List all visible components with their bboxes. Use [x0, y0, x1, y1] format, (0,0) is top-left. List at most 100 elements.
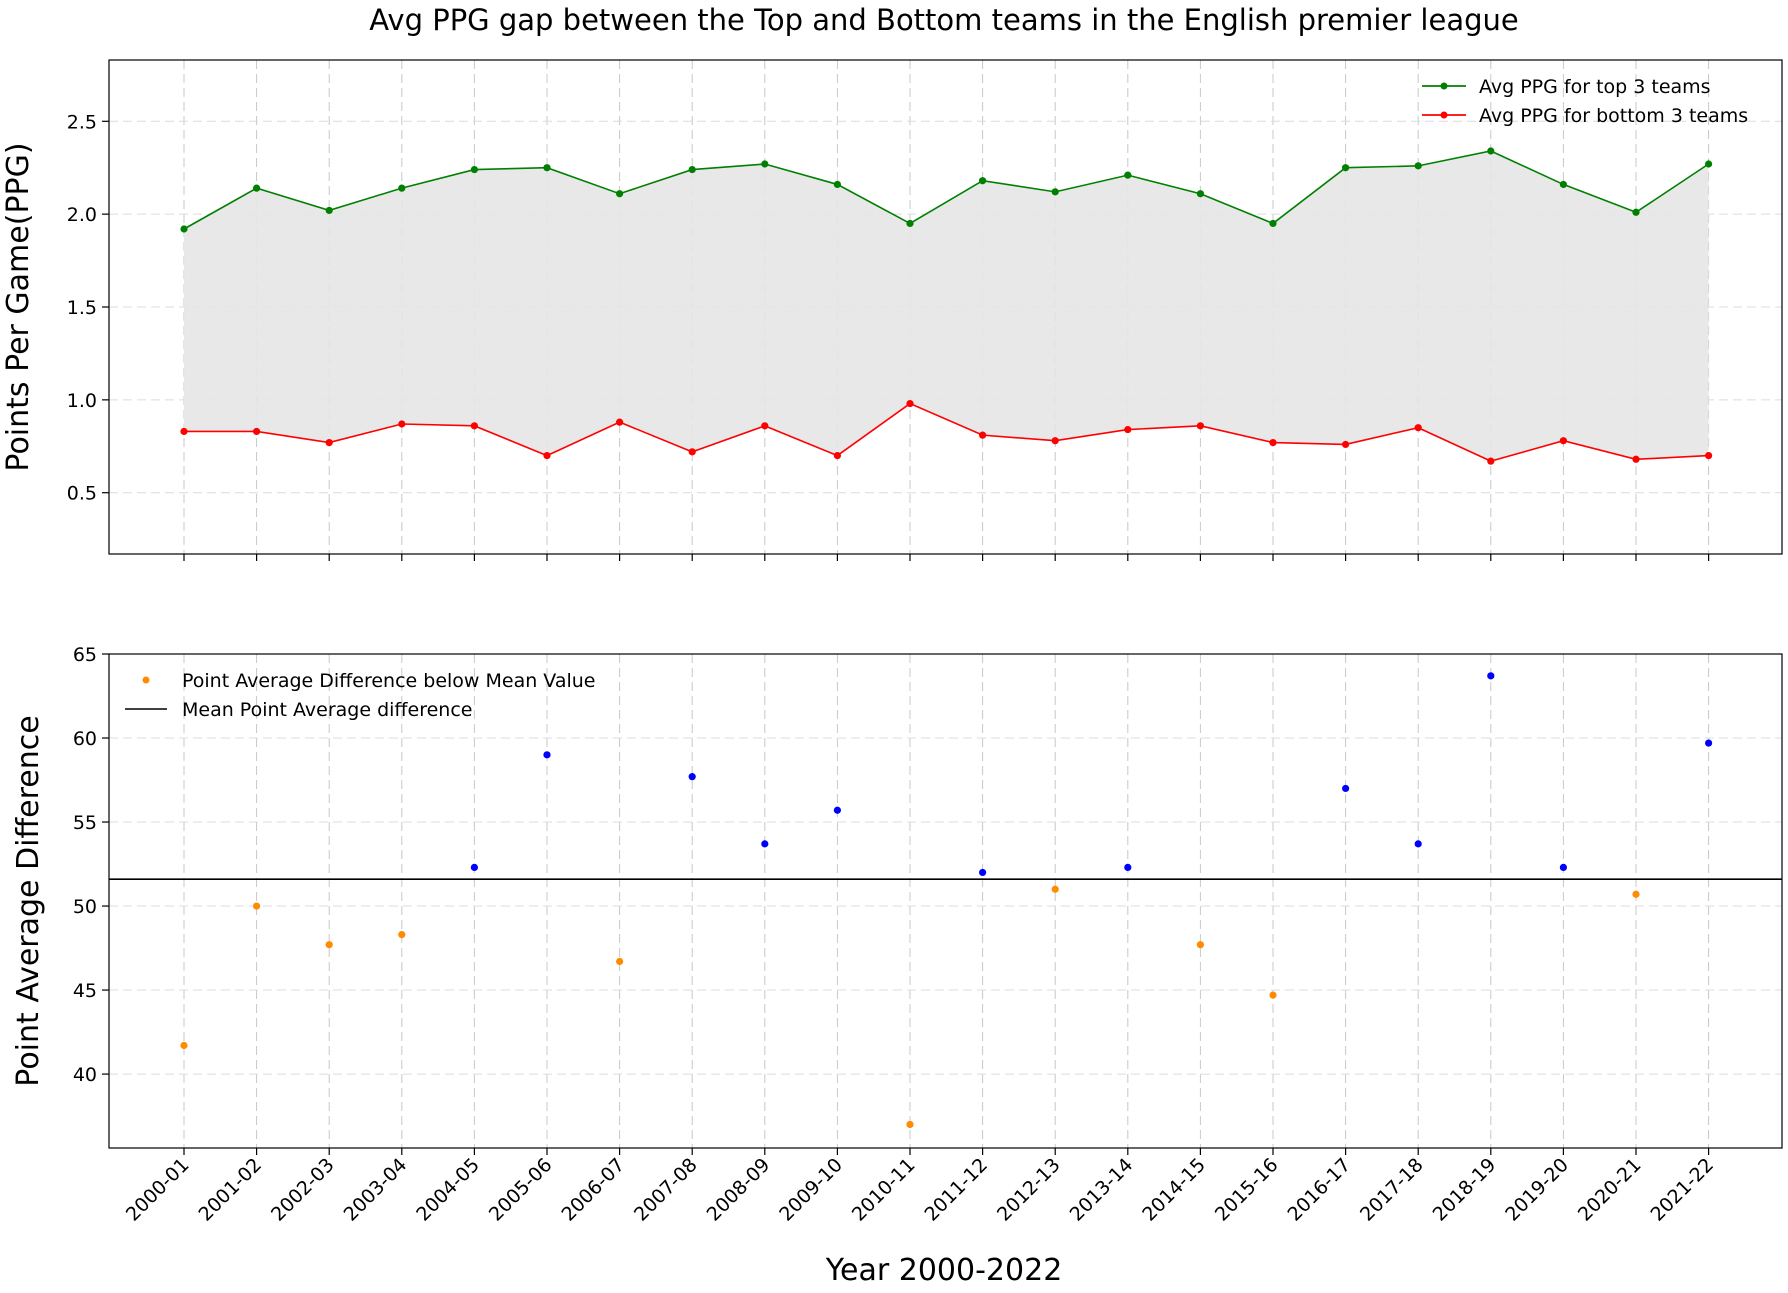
top3-point — [833, 180, 842, 189]
top3-point — [616, 190, 624, 198]
top3-point — [470, 165, 478, 174]
legend-label-mean: Mean Point Average difference — [182, 699, 472, 721]
above-mean-point — [1705, 739, 1713, 747]
below-mean-point — [1196, 941, 1204, 949]
top3-point — [1559, 180, 1567, 189]
y-tick-label: 0.5 — [67, 483, 97, 505]
x-tick-label: 2017-18 — [1356, 1154, 1428, 1226]
below-mean-point — [325, 941, 333, 949]
y-tick-label: 45 — [73, 980, 97, 1002]
gap-area — [184, 151, 1709, 462]
x-tick-label: 2020-21 — [1574, 1154, 1646, 1226]
above-mean-point — [1559, 863, 1567, 871]
below-mean-point — [1632, 890, 1640, 898]
top3-point — [1414, 162, 1422, 170]
above-mean-point — [833, 806, 842, 814]
y-tick-label: 55 — [73, 812, 97, 834]
x-tick-label: 2015-16 — [1211, 1154, 1283, 1226]
top3-point — [398, 184, 406, 192]
bottom3-point — [906, 399, 914, 408]
below-mean-point — [398, 931, 406, 939]
top3-point — [1632, 208, 1640, 216]
bottom3-point — [398, 420, 406, 428]
legend-label-below-mean: Point Average Difference below Mean Valu… — [182, 670, 595, 692]
x-tick-label: 2009-10 — [775, 1154, 847, 1226]
ppg-line-panel: 0.5 1.0 1.5 2.0 2.5 Points Per Game(PPG) Avg… — [1, 59, 1783, 561]
above-mean-point — [979, 868, 987, 877]
bottom3-point — [616, 418, 624, 426]
bottom3-point — [1051, 437, 1059, 445]
top3-point — [1124, 171, 1132, 179]
above-mean-point — [1342, 784, 1350, 793]
ppg-points — [180, 147, 1713, 465]
x-tick-label: 2011-12 — [920, 1154, 992, 1226]
x-axis-label: Year 2000-2022 — [825, 1253, 1063, 1288]
top-y-axis-label: Points Per Game(PPG) — [1, 142, 36, 471]
top3-point — [1196, 190, 1204, 198]
x-tick-label: 2019-20 — [1501, 1154, 1573, 1226]
bottom3-point — [1487, 457, 1495, 465]
y-tick-label: 50 — [73, 896, 97, 918]
bottom3-point — [1559, 437, 1567, 445]
below-mean-point — [1051, 885, 1059, 893]
above-mean-point — [543, 751, 551, 759]
y-tick-label: 60 — [73, 728, 97, 750]
bottom3-point — [1705, 451, 1713, 460]
legend-marker-below-mean — [142, 676, 150, 684]
bottom-x-ticks: 2000-01 2001-02 2002-03 2003-04 2004-05 2005-… — [122, 1148, 1718, 1226]
bottom3-point — [979, 431, 987, 439]
x-tick-label: 2013-14 — [1066, 1154, 1138, 1226]
below-mean-point — [253, 902, 261, 910]
x-tick-label: 2018-19 — [1429, 1154, 1501, 1226]
bottom3-point — [833, 451, 842, 460]
legend-marker-top3 — [1440, 82, 1448, 90]
above-mean-point — [1414, 840, 1422, 848]
y-tick-label: 1.5 — [67, 297, 97, 319]
x-tick-label: 2003-04 — [340, 1154, 412, 1226]
x-tick-label: 2012-13 — [993, 1154, 1065, 1226]
bottom-y-axis-label: Point Average Difference — [11, 715, 46, 1086]
x-tick-label: 2010-11 — [848, 1154, 920, 1226]
y-tick-label: 1.0 — [67, 390, 97, 412]
legend-marker-bottom3 — [1440, 111, 1448, 119]
ppg-lines — [183, 150, 1710, 462]
below-mean-point — [906, 1120, 914, 1129]
top3-point — [1269, 219, 1277, 228]
x-tick-label: 2016-17 — [1283, 1154, 1355, 1226]
above-mean-point — [761, 840, 769, 848]
bottom3-point — [470, 422, 478, 430]
top3-point — [253, 184, 261, 192]
above-mean-point — [470, 863, 478, 871]
legend-label-top3: Avg PPG for top 3 teams — [1479, 76, 1711, 98]
difference-points — [180, 672, 1713, 1129]
x-tick-label: 2021-22 — [1646, 1154, 1718, 1226]
top-y-ticks: 0.5 1.0 1.5 2.0 2.5 — [67, 111, 109, 505]
bottom3-point — [1124, 425, 1132, 434]
top-plot-frame — [108, 59, 1783, 555]
top3-point — [688, 165, 696, 174]
bottom-plot-frame — [108, 653, 1783, 1149]
above-mean-point — [1124, 863, 1132, 871]
y-tick-label: 40 — [73, 1064, 97, 1086]
top3-point — [906, 219, 914, 228]
bottom3-point — [1342, 440, 1350, 449]
difference-scatter-panel: 40 45 50 55 60 65 2000-01 2001-02 2002-03 2003-0… — [11, 644, 1783, 1226]
top-x-ticks — [183, 554, 1710, 561]
top3-point — [761, 160, 769, 168]
chart-title: Avg PPG gap between the Top and Bottom t… — [369, 3, 1518, 37]
x-tick-label: 2007-08 — [630, 1154, 702, 1226]
x-tick-label: 2002-03 — [267, 1154, 339, 1226]
x-tick-label: 2004-05 — [412, 1154, 484, 1226]
bottom3-point — [1414, 424, 1422, 432]
y-tick-label: 65 — [73, 644, 97, 666]
top3-point — [1051, 188, 1059, 196]
x-tick-label: 2014-15 — [1138, 1154, 1210, 1226]
x-tick-label: 2006-07 — [557, 1154, 629, 1226]
above-mean-point — [1487, 672, 1495, 680]
top3-point — [979, 177, 987, 185]
bottom3-point — [1196, 422, 1204, 430]
x-tick-label: 2005-06 — [485, 1154, 557, 1226]
bottom3-line — [184, 402, 1709, 462]
top3-point — [1705, 160, 1713, 168]
